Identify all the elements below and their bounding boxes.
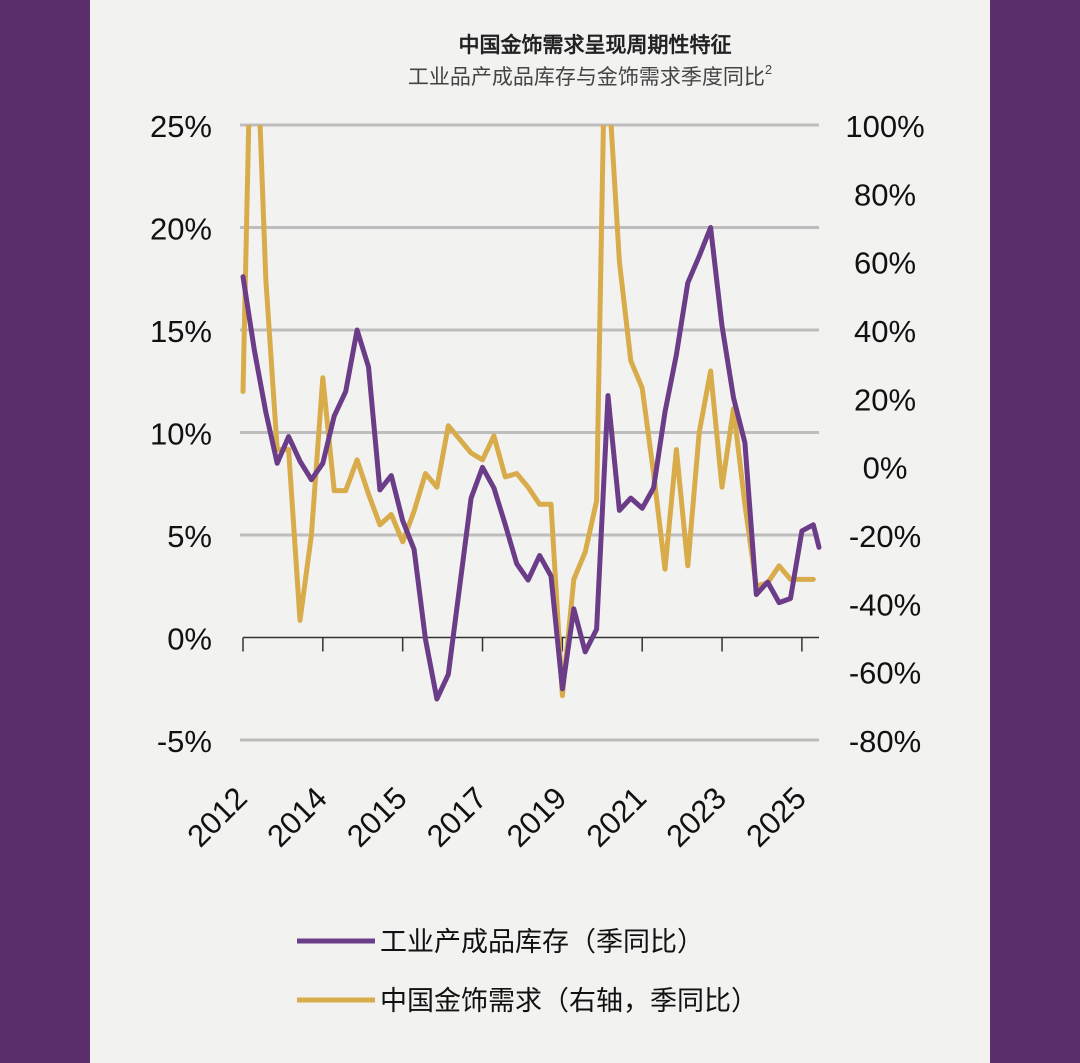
series-lines <box>240 125 822 702</box>
x-tick-label: 2015 <box>340 780 414 854</box>
grid-lines <box>240 123 819 742</box>
y-right-tick-label: -60% <box>849 656 921 691</box>
x-tick-label: 2021 <box>580 780 654 854</box>
y-left-tick-label: 0% <box>167 622 212 657</box>
y-right-tick-label: 40% <box>854 314 916 349</box>
y-right-tick-label: -20% <box>849 519 921 554</box>
y-right-tick-label: -40% <box>849 587 921 622</box>
y-right-tick-label: 0% <box>863 451 908 486</box>
x-tick-label: 2017 <box>420 780 494 854</box>
y-right-tick-label: 100% <box>845 109 924 144</box>
x-tick-label: 2014 <box>260 780 334 854</box>
y-left-tick-label: 10% <box>150 417 212 452</box>
chart-panel: 中国金饰需求呈现周期性特征 工业品产成品库存与金饰需求季度同比2 25% 20% 1… <box>90 0 990 1063</box>
chart-subtitle-sup: 2 <box>765 62 772 77</box>
chart-subtitle-text: 工业品产成品库存与金饰需求季度同比 <box>408 66 765 89</box>
chart-title: 中国金饰需求呈现周期性特征 <box>459 33 732 57</box>
x-tick-label: 2025 <box>739 780 813 854</box>
chart-subtitle: 工业品产成品库存与金饰需求季度同比2 <box>408 62 772 89</box>
x-tick-label: 2019 <box>500 780 574 854</box>
legend: 工业产成品库存（季同比） 中国金饰需求（右轴，季同比） <box>297 927 758 1016</box>
y-right-tick-label: 20% <box>854 382 916 417</box>
x-axis: 2012 2014 2015 2017 2019 2021 2023 2025 <box>180 636 819 854</box>
y-axis-left: 25% 20% 15% 10% 5% 0% -5% <box>150 109 212 759</box>
y-left-tick-label: 25% <box>150 109 212 144</box>
legend-label-inventory: 工业产成品库存（季同比） <box>380 927 704 957</box>
y-left-tick-label: 15% <box>150 314 212 349</box>
x-tick-label: 2012 <box>180 780 254 854</box>
y-axis-right: 100% 80% 60% 40% 20% 0% -20% -40% -60% -80% <box>845 109 924 759</box>
y-right-tick-label: 80% <box>854 177 916 212</box>
x-tick-label: 2023 <box>659 780 733 854</box>
y-left-tick-label: -5% <box>157 724 212 759</box>
y-right-tick-label: 60% <box>854 246 916 281</box>
y-right-tick-label: -80% <box>849 724 921 759</box>
y-left-tick-label: 5% <box>167 519 212 554</box>
series-line-inventory <box>240 225 822 702</box>
y-left-tick-label: 20% <box>150 212 212 247</box>
legend-label-gold-demand: 中国金饰需求（右轴，季同比） <box>380 986 758 1016</box>
series-line-gold-demand <box>240 125 816 699</box>
chart-svg: 中国金饰需求呈现周期性特征 工业品产成品库存与金饰需求季度同比2 25%20%1… <box>150 33 925 1016</box>
